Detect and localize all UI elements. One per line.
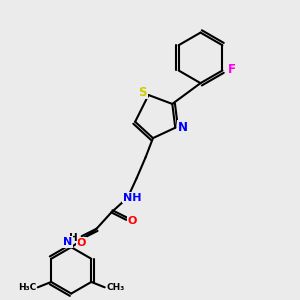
Text: F: F bbox=[228, 62, 236, 76]
Text: S: S bbox=[138, 85, 147, 98]
Text: H₃C: H₃C bbox=[18, 283, 36, 292]
Text: O: O bbox=[77, 238, 86, 248]
Text: H: H bbox=[69, 233, 78, 243]
Text: NH: NH bbox=[123, 193, 141, 202]
Text: CH₃: CH₃ bbox=[106, 283, 124, 292]
Text: N: N bbox=[178, 121, 188, 134]
Text: O: O bbox=[128, 216, 137, 226]
Text: N: N bbox=[63, 237, 72, 247]
